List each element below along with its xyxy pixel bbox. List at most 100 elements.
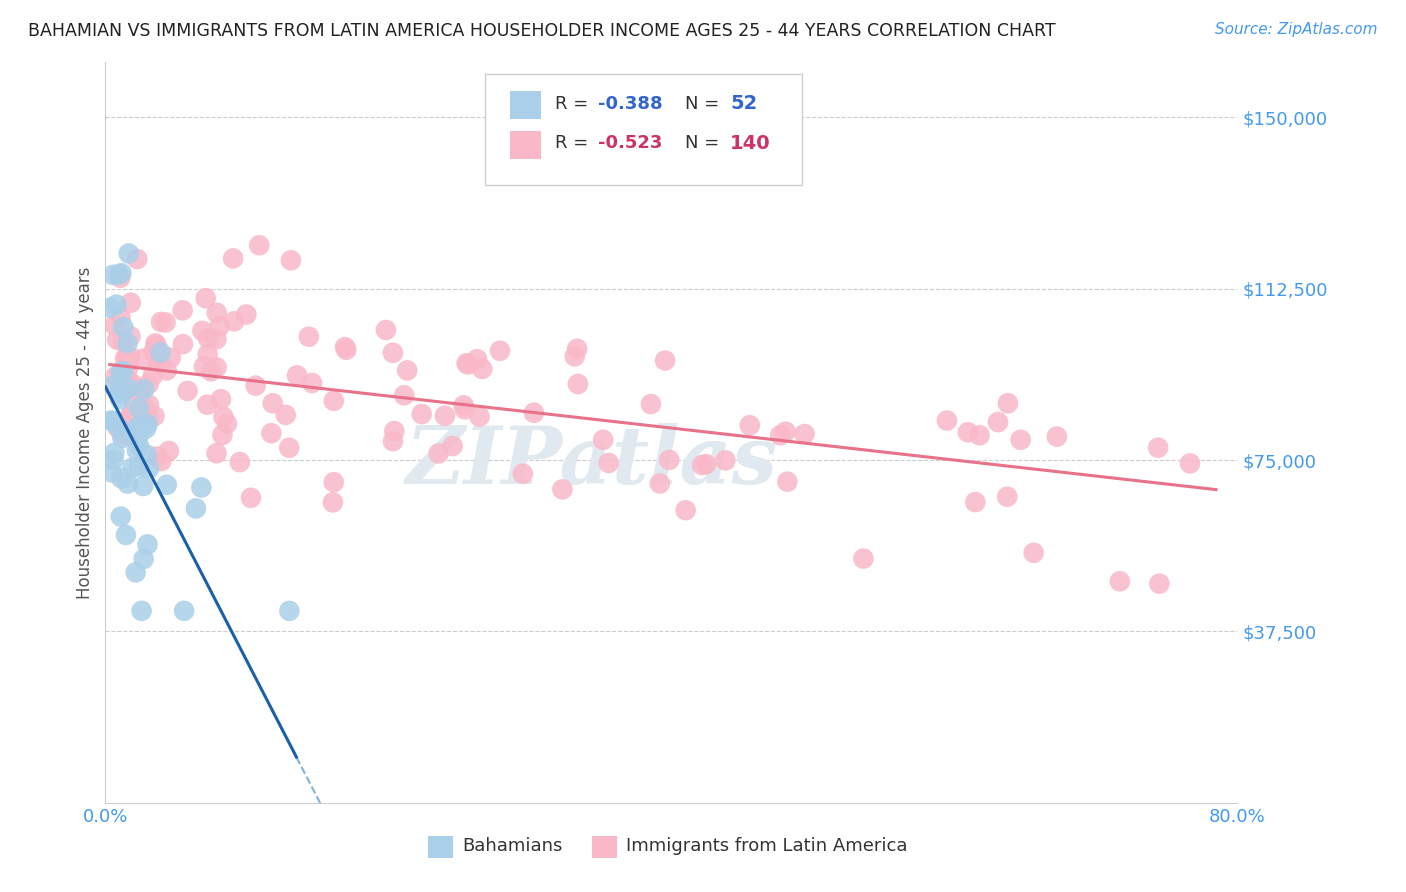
Point (156, 363, 179, 377)
Text: BAHAMIAN VS IMMIGRANTS FROM LATIN AMERICA HOUSEHOLDER INCOME AGES 25 - 44 YEARS : BAHAMIAN VS IMMIGRANTS FROM LATIN AMERIC… (28, 22, 1056, 40)
Point (381, 434, 404, 449)
Point (146, 450, 169, 464)
Point (157, 444, 180, 458)
Point (117, 373, 139, 387)
Point (769, 428, 792, 442)
FancyBboxPatch shape (485, 73, 801, 185)
Point (229, 455, 252, 469)
Point (322, 495, 344, 509)
Point (150, 454, 173, 468)
Point (1046, 429, 1069, 443)
Point (138, 376, 160, 391)
Point (471, 362, 494, 376)
Text: -0.523: -0.523 (598, 134, 662, 153)
Point (1147, 441, 1170, 455)
Point (149, 345, 172, 359)
Point (103, 318, 125, 333)
Point (695, 457, 717, 471)
Point (110, 471, 132, 485)
Point (1022, 546, 1045, 560)
Point (138, 461, 160, 475)
Point (112, 368, 135, 382)
Point (111, 367, 134, 381)
Point (100, 413, 122, 427)
Point (987, 415, 1010, 429)
Point (115, 427, 138, 442)
Point (654, 353, 676, 368)
Text: Immigrants from Latin America: Immigrants from Latin America (626, 838, 908, 855)
Point (224, 314, 246, 328)
Point (969, 428, 991, 442)
Bar (592, 836, 617, 858)
Point (648, 476, 671, 491)
Point (690, 458, 713, 472)
Point (936, 413, 959, 427)
Point (222, 252, 245, 266)
Point (793, 427, 815, 442)
Point (101, 466, 124, 480)
Point (775, 425, 797, 439)
Point (190, 481, 212, 495)
Point (205, 446, 228, 460)
Bar (509, 130, 541, 159)
Point (381, 346, 404, 360)
Point (551, 483, 574, 497)
Point (131, 604, 153, 618)
Point (136, 537, 159, 551)
Point (1108, 574, 1130, 589)
Point (135, 422, 157, 436)
Point (145, 338, 167, 352)
Point (956, 425, 979, 440)
Point (392, 388, 415, 402)
Point (1178, 456, 1201, 470)
Point (155, 315, 177, 329)
Point (453, 399, 475, 413)
Point (111, 386, 134, 401)
Point (260, 426, 283, 441)
Point (120, 295, 142, 310)
Point (411, 407, 433, 421)
Point (156, 478, 179, 492)
Point (274, 408, 297, 422)
Bar (509, 91, 541, 120)
Point (105, 420, 128, 434)
Point (205, 332, 228, 346)
Point (278, 604, 301, 618)
Point (675, 503, 697, 517)
Point (965, 495, 987, 509)
Point (173, 604, 195, 618)
Point (997, 396, 1019, 410)
Point (197, 331, 219, 345)
Point (114, 370, 136, 384)
Point (105, 333, 128, 347)
Point (103, 453, 125, 467)
Point (852, 551, 875, 566)
Point (115, 528, 138, 542)
Text: ZIPatlas: ZIPatlas (406, 424, 778, 501)
Point (523, 406, 546, 420)
Point (132, 479, 155, 493)
Point (100, 301, 122, 315)
Point (197, 347, 219, 361)
Point (212, 409, 235, 424)
Point (194, 291, 217, 305)
Point (191, 324, 214, 338)
Point (101, 268, 124, 282)
Point (145, 336, 167, 351)
Point (110, 270, 132, 285)
Point (128, 459, 150, 474)
Point (195, 398, 218, 412)
Point (172, 337, 194, 351)
Point (239, 491, 262, 505)
Point (375, 323, 398, 337)
Point (245, 378, 267, 392)
Point (110, 365, 132, 379)
Point (103, 446, 125, 460)
Point (465, 352, 488, 367)
Point (176, 384, 198, 398)
Point (121, 460, 143, 475)
Point (110, 425, 132, 440)
Point (108, 268, 131, 282)
Point (128, 439, 150, 453)
Point (117, 336, 139, 351)
